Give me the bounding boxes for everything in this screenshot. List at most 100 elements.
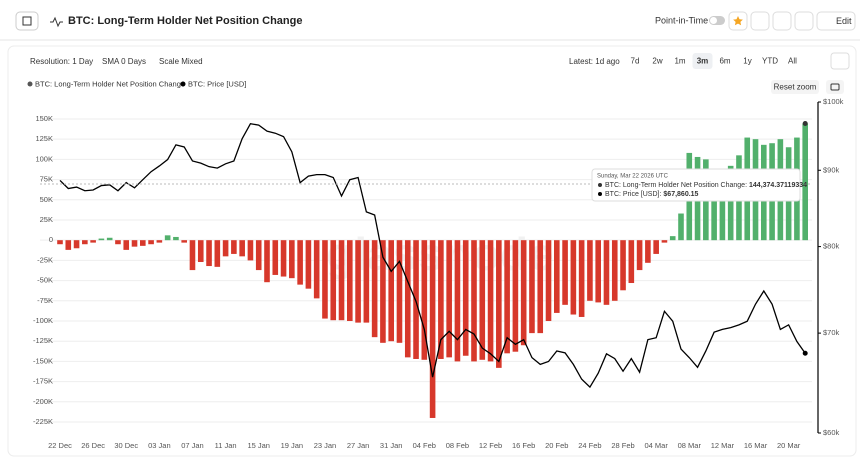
point-in-time-label: Point-in-Time bbox=[655, 15, 708, 25]
resolution-select[interactable]: Resolution: 1 Day bbox=[30, 57, 93, 66]
range-button[interactable] bbox=[647, 53, 668, 69]
bar bbox=[454, 240, 461, 362]
bar bbox=[181, 240, 187, 243]
bar bbox=[82, 240, 88, 245]
bar bbox=[611, 240, 618, 301]
bar bbox=[363, 240, 370, 323]
range-button[interactable] bbox=[625, 53, 645, 69]
x-tick-label: 20 Feb bbox=[545, 441, 568, 450]
bar bbox=[603, 240, 610, 305]
sma-select[interactable]: SMA 0 Days bbox=[102, 57, 146, 66]
y-tick-label: 100K bbox=[35, 154, 53, 163]
bar bbox=[164, 235, 171, 241]
edit-label: Edit bbox=[836, 16, 852, 26]
screenshot-button[interactable] bbox=[826, 80, 844, 94]
y2-tick-label: $70k bbox=[823, 328, 840, 337]
tooltip-date: Sunday, Mar 22 2026 UTC bbox=[597, 174, 669, 180]
bar bbox=[90, 240, 96, 243]
y-tick-label: 75K bbox=[40, 175, 53, 184]
range-button[interactable] bbox=[692, 53, 713, 69]
y2-tick-label: $60k bbox=[823, 428, 840, 437]
bar bbox=[148, 240, 154, 245]
x-tick-label: 08 Feb bbox=[446, 441, 469, 450]
reset-zoom-button[interactable] bbox=[771, 80, 819, 94]
y-tick-label: 25K bbox=[40, 215, 53, 224]
x-tick-label: 12 Feb bbox=[479, 441, 502, 450]
y-tick-label: -100K bbox=[33, 316, 53, 325]
metric-icon bbox=[50, 16, 63, 28]
bar bbox=[123, 240, 130, 250]
bar bbox=[65, 240, 72, 250]
bar bbox=[297, 240, 303, 285]
alert-button[interactable] bbox=[750, 11, 770, 31]
x-tick-label: 22 Dec bbox=[48, 441, 72, 450]
x-tick-label: 16 Mar bbox=[744, 441, 768, 450]
bar bbox=[222, 240, 229, 257]
bar bbox=[404, 240, 411, 358]
hover-marker bbox=[802, 121, 808, 127]
range-label: All bbox=[788, 57, 797, 66]
bar bbox=[115, 240, 121, 245]
x-tick-label: 08 Mar bbox=[678, 441, 702, 450]
bar bbox=[661, 240, 668, 243]
share-button[interactable] bbox=[772, 11, 792, 31]
reset-zoom-label: Reset zoom bbox=[774, 83, 817, 92]
bar bbox=[214, 240, 221, 267]
sidebar-button[interactable] bbox=[15, 11, 39, 31]
legend-marker bbox=[180, 81, 186, 87]
bar bbox=[355, 240, 361, 323]
bar bbox=[156, 240, 163, 243]
bar bbox=[578, 240, 585, 317]
x-tick-label: 15 Jan bbox=[247, 441, 270, 450]
x-tick-label: 07 Jan bbox=[181, 441, 204, 450]
y-tick-label: -200K bbox=[33, 397, 53, 406]
y-tick-label: 125K bbox=[35, 134, 53, 143]
legend-marker bbox=[27, 81, 33, 87]
legend-label: BTC: Long-Term Holder Net Position Chang… bbox=[35, 79, 185, 88]
copy-button[interactable] bbox=[794, 11, 814, 31]
range-button[interactable] bbox=[760, 53, 780, 69]
bar bbox=[554, 240, 560, 313]
tooltip-row: BTC: Price [USD]: $67,860.15 bbox=[605, 191, 699, 198]
edit-button[interactable] bbox=[816, 11, 856, 31]
range-button[interactable] bbox=[737, 53, 758, 69]
bar bbox=[802, 123, 808, 241]
y-tick-label: 0 bbox=[49, 235, 53, 244]
tooltip: Sunday, Mar 22 2026 UTC BTC: Long-Term Ho… bbox=[591, 168, 807, 202]
bar bbox=[313, 240, 320, 299]
bar bbox=[380, 240, 386, 343]
bar bbox=[289, 240, 295, 279]
camera-icon bbox=[830, 83, 840, 91]
calendar-button[interactable] bbox=[830, 52, 850, 70]
range-label: 6m bbox=[719, 57, 730, 66]
y-tick-label: -75K bbox=[37, 296, 53, 305]
bar bbox=[106, 237, 113, 241]
range-button[interactable] bbox=[715, 53, 735, 69]
x-tick-label: 20 Mar bbox=[777, 441, 801, 450]
x-tick-label: 27 Jan bbox=[347, 441, 370, 450]
range-label: YTD bbox=[762, 57, 778, 66]
y-tick-label: -50K bbox=[37, 276, 53, 285]
y2-tick-label: $90k bbox=[823, 165, 840, 174]
bar bbox=[537, 240, 544, 334]
tooltip-row-label: BTC: Price [USD]: bbox=[605, 191, 661, 198]
y-tick-label: -25K bbox=[37, 255, 53, 264]
bar bbox=[239, 240, 245, 257]
bar bbox=[264, 240, 270, 283]
bar bbox=[371, 240, 378, 338]
bar bbox=[322, 240, 328, 319]
x-tick-label: 16 Feb bbox=[512, 441, 535, 450]
tooltip-box bbox=[591, 168, 801, 202]
bar bbox=[653, 240, 659, 254]
plot: glassnode150K125K100K75K50K25K0-25K-50K-… bbox=[27, 79, 844, 450]
tooltip-row-value: $67,860.15 bbox=[663, 191, 698, 198]
legend-label: BTC: Price [USD] bbox=[188, 79, 246, 88]
scale-select[interactable]: Scale Mixed bbox=[159, 57, 203, 66]
range-label: 2w bbox=[652, 57, 662, 66]
bar bbox=[247, 240, 254, 261]
range-button[interactable] bbox=[782, 53, 803, 69]
tooltip-marker bbox=[598, 183, 602, 187]
bar bbox=[280, 240, 287, 277]
x-tick-label: 26 Dec bbox=[81, 441, 105, 450]
range-button[interactable] bbox=[670, 53, 690, 69]
